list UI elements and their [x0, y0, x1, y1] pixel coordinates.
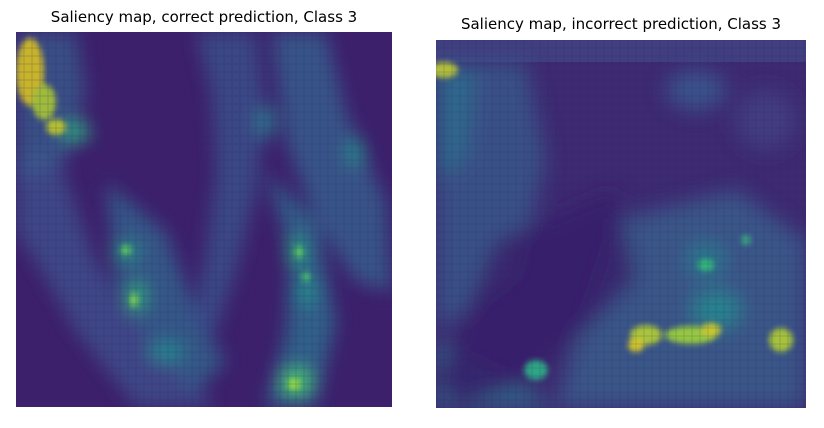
- right-saliency-map: [436, 40, 806, 408]
- right-panel-title: Saliency map, incorrect prediction, Clas…: [460, 15, 782, 33]
- left-panel-title: Saliency map, correct prediction, Class …: [50, 8, 358, 26]
- left-saliency-map: [16, 32, 392, 407]
